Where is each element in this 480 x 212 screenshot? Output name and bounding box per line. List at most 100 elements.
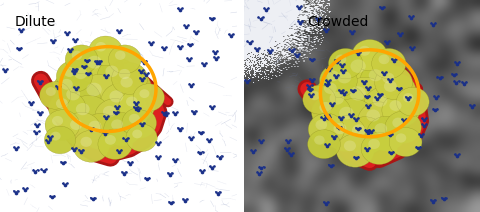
- Point: [212, 190, 219, 193]
- Point: [394, 32, 402, 35]
- Point: [206, 16, 214, 19]
- Point: [124, 160, 132, 163]
- Point: [87, 71, 95, 74]
- Circle shape: [374, 123, 387, 134]
- Point: [173, 158, 181, 161]
- Point: [460, 82, 468, 85]
- Point: [10, 145, 18, 149]
- Circle shape: [314, 135, 324, 145]
- Point: [282, 138, 290, 142]
- Point: [52, 84, 60, 88]
- Circle shape: [72, 51, 82, 60]
- Circle shape: [105, 135, 116, 145]
- Point: [38, 79, 46, 82]
- Circle shape: [372, 49, 406, 79]
- Point: [210, 55, 218, 59]
- Point: [310, 57, 318, 60]
- Point: [47, 138, 54, 142]
- Point: [362, 86, 370, 89]
- Point: [330, 73, 338, 77]
- Point: [139, 69, 147, 72]
- Point: [255, 172, 263, 176]
- Point: [109, 110, 117, 113]
- Point: [140, 76, 148, 80]
- Point: [356, 51, 364, 54]
- Point: [358, 79, 366, 83]
- Point: [42, 138, 50, 142]
- Point: [135, 69, 143, 72]
- Point: [17, 29, 24, 33]
- Point: [338, 64, 346, 68]
- Point: [64, 47, 72, 50]
- Point: [341, 68, 349, 72]
- Point: [451, 60, 459, 64]
- Point: [0, 67, 7, 71]
- Point: [208, 18, 216, 21]
- Point: [306, 85, 313, 89]
- Point: [95, 61, 103, 64]
- Circle shape: [325, 116, 366, 151]
- Circle shape: [364, 86, 409, 126]
- Circle shape: [70, 119, 83, 130]
- Point: [408, 16, 415, 19]
- Circle shape: [384, 81, 397, 92]
- Point: [354, 52, 362, 56]
- Point: [363, 96, 371, 99]
- Circle shape: [389, 100, 402, 111]
- Circle shape: [122, 108, 156, 138]
- Point: [402, 95, 409, 98]
- Point: [126, 162, 134, 165]
- Point: [373, 97, 381, 101]
- Point: [72, 39, 79, 43]
- Point: [404, 97, 411, 100]
- Point: [384, 77, 392, 81]
- Point: [178, 44, 186, 48]
- Point: [1, 69, 9, 73]
- Point: [438, 196, 445, 199]
- Circle shape: [382, 73, 395, 83]
- Point: [83, 71, 90, 74]
- Point: [375, 95, 383, 99]
- Point: [334, 125, 341, 128]
- Point: [180, 24, 188, 27]
- Point: [207, 138, 215, 141]
- Circle shape: [343, 117, 386, 155]
- Point: [336, 127, 343, 130]
- Point: [169, 110, 177, 114]
- Point: [264, 48, 272, 52]
- Point: [326, 79, 334, 82]
- Circle shape: [344, 141, 356, 151]
- Point: [171, 159, 179, 163]
- Point: [388, 77, 396, 81]
- Circle shape: [119, 90, 155, 122]
- Point: [297, 5, 305, 8]
- Point: [44, 140, 52, 144]
- Point: [427, 198, 434, 201]
- Point: [293, 54, 300, 58]
- Point: [162, 114, 169, 117]
- Circle shape: [97, 58, 138, 94]
- Point: [323, 115, 331, 119]
- Point: [173, 110, 181, 114]
- Point: [155, 156, 162, 160]
- Point: [78, 64, 86, 67]
- Point: [152, 155, 160, 158]
- Point: [208, 106, 216, 110]
- Point: [132, 107, 140, 110]
- Point: [452, 72, 460, 75]
- Circle shape: [379, 54, 389, 64]
- Point: [332, 134, 339, 137]
- Point: [340, 92, 348, 96]
- Point: [374, 92, 382, 95]
- Point: [420, 124, 428, 128]
- Point: [57, 160, 65, 163]
- Point: [433, 107, 441, 110]
- Point: [75, 148, 83, 151]
- Point: [137, 70, 145, 74]
- Point: [71, 69, 79, 72]
- Circle shape: [340, 77, 390, 122]
- Point: [331, 58, 338, 62]
- Circle shape: [63, 67, 75, 77]
- Point: [323, 84, 331, 87]
- Point: [113, 28, 121, 32]
